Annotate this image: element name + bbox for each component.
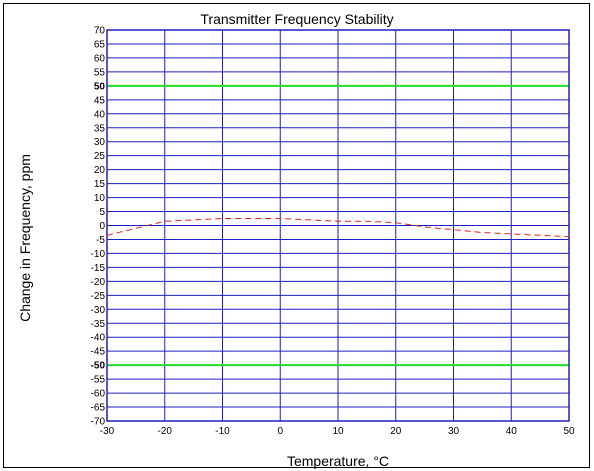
y-tick-label: 20 <box>94 165 106 176</box>
y-tick-label: 70 <box>94 26 106 37</box>
y-tick-label: 65 <box>94 39 106 50</box>
x-tick-label: 0 <box>277 426 283 437</box>
y-tick-label: -40 <box>91 333 106 344</box>
plot-area: 7065605550454035302520151050-5-10-15-20-… <box>91 26 575 438</box>
plot-border <box>106 29 570 422</box>
y-tick-label: -15 <box>91 263 106 274</box>
y-tick-label: -35 <box>91 319 106 330</box>
y-tick-label: 45 <box>94 95 106 106</box>
y-tick-label: 50 <box>94 81 106 92</box>
y-tick-label: 25 <box>94 151 106 162</box>
x-tick-label: -10 <box>215 426 230 437</box>
y-tick-label: -20 <box>91 277 106 288</box>
y-tick-label: -70 <box>91 417 106 428</box>
y-tick-label: 35 <box>94 123 106 134</box>
y-tick-label: 15 <box>94 179 106 190</box>
y-tick-label: -45 <box>91 347 106 358</box>
x-tick-label: 30 <box>448 426 460 437</box>
y-tick-label: -65 <box>91 403 106 414</box>
x-tick-label: 40 <box>506 426 518 437</box>
y-tick-label: -50 <box>91 361 106 372</box>
y-tick-label: 30 <box>94 137 106 148</box>
y-tick-label: -5 <box>96 235 105 246</box>
chart-title: Transmitter Frequency Stability <box>200 11 393 27</box>
x-tick-label: 10 <box>332 426 344 437</box>
x-tick-label: 20 <box>390 426 402 437</box>
y-tick-label: 60 <box>94 53 106 64</box>
x-tick-label: -20 <box>158 426 173 437</box>
x-axis-label: Temperature, °C <box>287 453 389 469</box>
x-tick-label: -30 <box>100 426 115 437</box>
y-tick-label: -10 <box>91 249 106 260</box>
y-tick-label: -60 <box>91 389 106 400</box>
chart-frame <box>3 3 590 468</box>
y-axis-label: Change in Frequency, ppm <box>17 154 33 322</box>
y-tick-label: 5 <box>99 207 105 218</box>
y-tick-label: 40 <box>94 109 106 120</box>
y-tick-label: -25 <box>91 291 106 302</box>
y-tick-label: -30 <box>91 305 106 316</box>
y-tick-label: 55 <box>94 67 106 78</box>
y-tick-label: 10 <box>94 193 106 204</box>
y-tick-label: -55 <box>91 375 106 386</box>
x-tick-label: 50 <box>563 426 575 437</box>
y-tick-label: 0 <box>99 221 105 232</box>
series-line <box>106 218 570 238</box>
